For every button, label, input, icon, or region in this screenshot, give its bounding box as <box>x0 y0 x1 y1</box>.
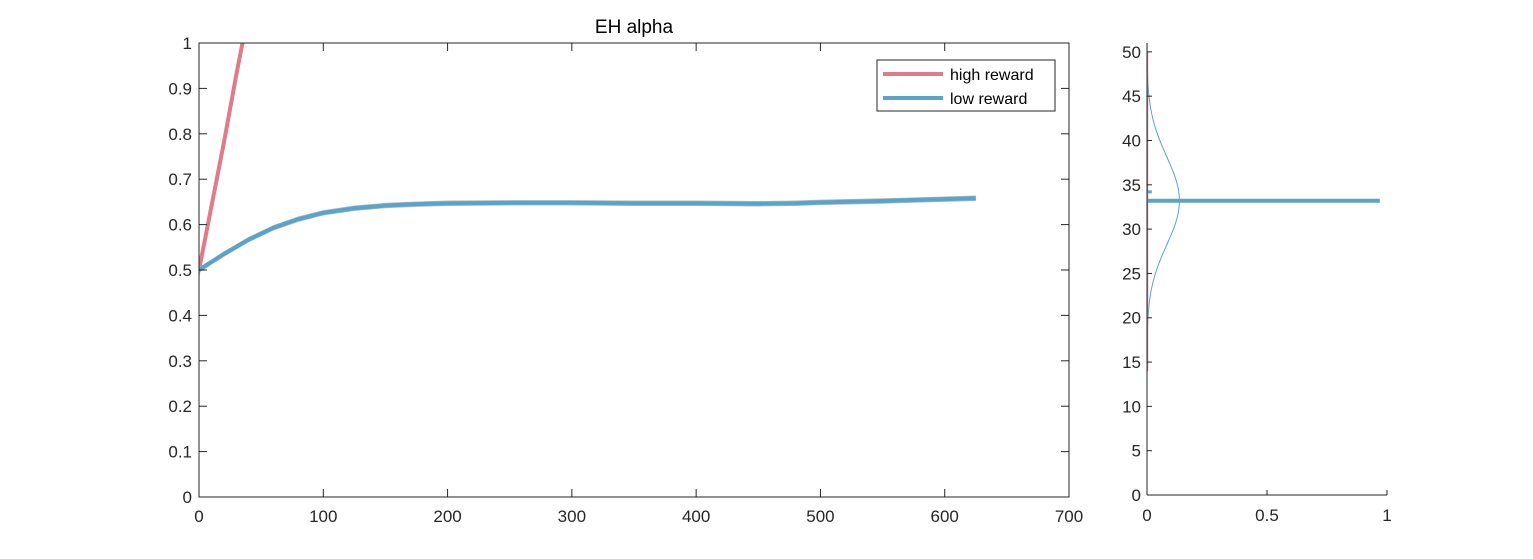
main-plot-area <box>199 43 976 280</box>
y-tick-label: 0.6 <box>168 216 192 235</box>
x-tick-label: 100 <box>309 507 337 526</box>
y-tick-label: 0.9 <box>168 79 192 98</box>
legend: high reward low reward <box>876 59 1056 112</box>
side-y-tick-label: 10 <box>1122 397 1141 416</box>
y-tick-label: 0.4 <box>168 306 192 325</box>
side-y-tick-label: 45 <box>1122 87 1141 106</box>
y-tick-label: 0.2 <box>168 397 192 416</box>
y-tick-label: 0.5 <box>168 261 192 280</box>
y-tick-label: 0.1 <box>168 443 192 462</box>
side-x-tick-label: 0.5 <box>1255 506 1279 525</box>
legend-label-high-reward: high reward <box>950 67 1034 84</box>
side-y-tick-label: 5 <box>1132 442 1141 461</box>
x-tick-label: 500 <box>806 507 834 526</box>
x-tick-label: 400 <box>682 507 710 526</box>
y-tick-label: 0.8 <box>168 125 192 144</box>
y-tick-label: 1 <box>183 34 192 53</box>
side-y-tick-label: 0 <box>1132 486 1141 505</box>
side-y-tick-label: 15 <box>1122 353 1141 372</box>
main-chart: EH alpha 0 100 200 300 400 500 600 700 0 0.1 0.2 0.… <box>168 17 1083 526</box>
series-line-low-reward <box>199 196 976 272</box>
series-line-high-reward <box>199 43 245 271</box>
side-y-tick-label: 30 <box>1122 220 1141 239</box>
y-tick-label: 0 <box>183 488 192 507</box>
legend-label-low-reward: low reward <box>950 91 1027 108</box>
x-tick-label: 600 <box>931 507 959 526</box>
y-tick-label: 0.7 <box>168 170 192 189</box>
chart-title: EH alpha <box>595 17 674 38</box>
side-y-tick-label: 20 <box>1122 309 1141 328</box>
main-axes: 0 100 200 300 400 500 600 700 0 0.1 0.2 0.3 0.4 0.5 0.… <box>168 34 1083 526</box>
side-y-tick-label: 35 <box>1122 176 1141 195</box>
legend-box <box>876 59 1056 112</box>
side-y-tick-label: 40 <box>1122 131 1141 150</box>
x-tick-label: 300 <box>558 507 586 526</box>
y-tick-label: 0.3 <box>168 352 192 371</box>
x-tick-label: 700 <box>1055 507 1083 526</box>
side-x-tick-label: 1 <box>1382 506 1391 525</box>
side-y-tick-label: 25 <box>1122 264 1141 283</box>
side-x-tick-label: 0 <box>1142 506 1151 525</box>
side-y-tick-label: 50 <box>1122 43 1141 62</box>
x-tick-label: 200 <box>433 507 461 526</box>
x-tick-label: 0 <box>194 507 203 526</box>
